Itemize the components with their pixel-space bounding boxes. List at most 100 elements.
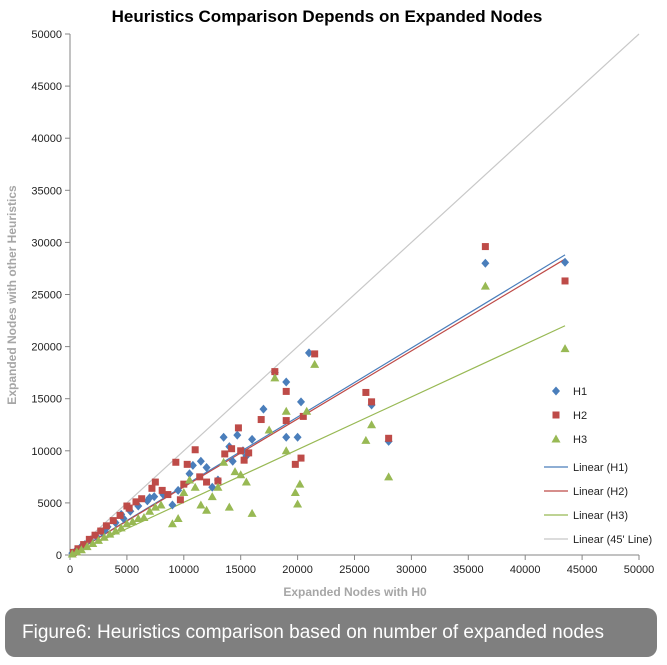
- y-tick-label: 10000: [31, 446, 62, 458]
- h3-point: [150, 502, 160, 511]
- h1-point: [304, 348, 313, 358]
- h3-point: [167, 519, 177, 528]
- h3-point: [224, 502, 234, 511]
- h2-point: [203, 478, 211, 486]
- h3-point: [173, 514, 183, 523]
- h2-point: [148, 484, 156, 492]
- h2-point: [74, 545, 82, 553]
- x-tick-label: 0: [67, 564, 73, 576]
- h2-point: [237, 447, 245, 455]
- h1-point: [202, 462, 211, 472]
- h3-point: [361, 435, 371, 444]
- trend-line: [69, 33, 640, 556]
- h3-point: [88, 539, 98, 548]
- h2-point: [196, 473, 204, 481]
- legend-label: Linear (H1): [573, 462, 628, 474]
- h2-point: [164, 491, 172, 499]
- h1-point: [259, 404, 268, 414]
- h3-point: [281, 406, 291, 415]
- h3-point: [281, 446, 291, 455]
- h2-point: [85, 535, 93, 543]
- h3-point: [241, 477, 251, 486]
- h2-point: [158, 486, 166, 494]
- h2-point: [297, 454, 305, 462]
- h2-point: [80, 541, 88, 549]
- h3-point: [295, 479, 305, 488]
- legend-marker-h1: [552, 386, 560, 396]
- x-tick-label: 35000: [453, 564, 484, 576]
- y-tick-label: 20000: [31, 342, 62, 354]
- h2-point: [240, 456, 248, 464]
- h2-point: [109, 517, 117, 525]
- h3-point: [190, 482, 200, 491]
- h2-point: [228, 445, 236, 453]
- chart: Heuristics Comparison Depends on Expande…: [5, 7, 655, 599]
- y-tick-labels: 0 5000 10000 15000 20000 25000 30000 35000 40000…: [31, 29, 70, 562]
- x-tick-label: 15000: [225, 564, 256, 576]
- h1-point: [282, 377, 291, 387]
- h1-point: [196, 456, 205, 466]
- h1-point: [188, 460, 197, 470]
- h1-point: [219, 432, 228, 442]
- legend-label: Linear (H3): [573, 510, 628, 522]
- trend-lines: [69, 33, 640, 556]
- h3-point: [156, 500, 166, 509]
- h2-point: [282, 417, 290, 425]
- h3-point: [560, 344, 570, 353]
- h3-point: [247, 508, 257, 517]
- h3-point: [179, 487, 189, 496]
- legend-label: H1: [573, 386, 587, 398]
- h2-point: [257, 416, 265, 424]
- y-tick-label: 40000: [31, 133, 62, 145]
- trend-line: [69, 258, 566, 556]
- h1-point: [297, 397, 306, 407]
- y-tick-label: 25000: [31, 290, 62, 302]
- h3-point: [111, 526, 121, 535]
- h1-point: [228, 456, 237, 466]
- h1-point: [481, 258, 490, 268]
- h3-point: [293, 499, 303, 508]
- h3-point: [230, 467, 240, 476]
- h3-point: [145, 506, 155, 515]
- h1-point: [293, 432, 302, 442]
- x-axis-title: Expanded Nodes with H0: [283, 585, 427, 599]
- y-axis-title: Expanded Nodes with other Heuristics: [5, 185, 19, 405]
- h2-point: [385, 434, 393, 442]
- h2-point: [561, 277, 569, 285]
- h3-point: [367, 420, 377, 429]
- h2-point: [271, 368, 279, 376]
- chart-title: Heuristics Comparison Depends on Expande…: [112, 7, 543, 26]
- h2-point: [368, 398, 376, 406]
- h3-point: [122, 519, 132, 528]
- h3-point: [480, 281, 490, 290]
- h2-point: [282, 387, 290, 395]
- h2-point: [191, 446, 199, 454]
- h2-point: [183, 460, 191, 468]
- h3-point: [184, 475, 194, 484]
- h1-point: [145, 493, 154, 503]
- y-tick-label: 0: [56, 550, 62, 562]
- h3-point: [139, 512, 149, 521]
- h1-point: [248, 434, 257, 444]
- h3-point: [302, 406, 312, 415]
- h3-point: [196, 500, 206, 509]
- legend-marker-h3: [551, 434, 561, 443]
- x-tick-label: 50000: [624, 564, 655, 576]
- x-tick-label: 30000: [396, 564, 427, 576]
- h2-point: [116, 511, 124, 519]
- h3-point: [310, 359, 320, 368]
- h2-point: [97, 527, 105, 535]
- legend-label: Linear (45' Line): [573, 534, 652, 546]
- h3-point: [99, 532, 109, 541]
- h3-point: [128, 517, 138, 526]
- h2-point: [151, 478, 159, 486]
- h3-point: [290, 487, 300, 496]
- h3-point: [105, 529, 115, 538]
- h2-point: [214, 477, 222, 485]
- y-tick-label: 50000: [31, 29, 62, 41]
- h1-point: [561, 257, 570, 267]
- h2-point: [102, 522, 110, 530]
- h2-point: [234, 424, 242, 432]
- h2-point: [245, 449, 253, 457]
- x-tick-label: 10000: [169, 564, 200, 576]
